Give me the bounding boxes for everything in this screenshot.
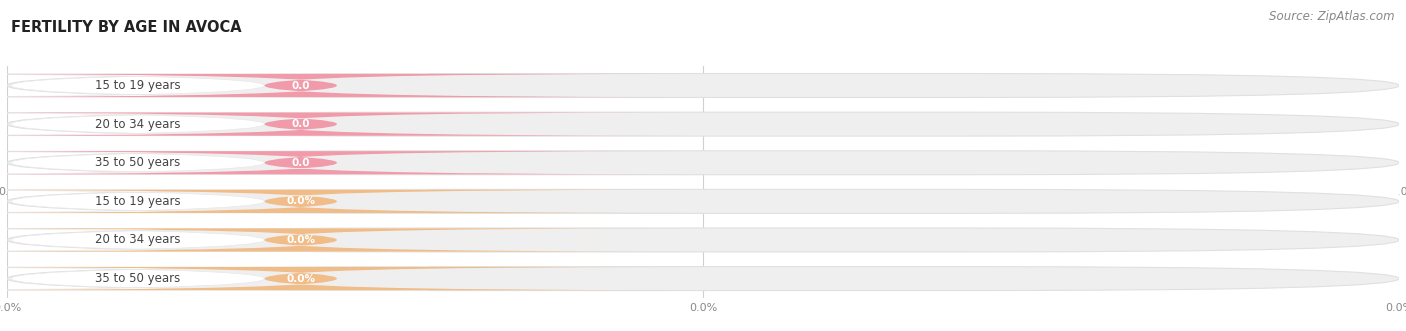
FancyBboxPatch shape [0, 113, 429, 136]
Text: 0.0: 0.0 [291, 158, 309, 168]
Text: FERTILITY BY AGE IN AVOCA: FERTILITY BY AGE IN AVOCA [11, 20, 242, 35]
FancyBboxPatch shape [0, 151, 682, 174]
FancyBboxPatch shape [0, 74, 429, 97]
Text: Source: ZipAtlas.com: Source: ZipAtlas.com [1270, 10, 1395, 23]
Text: 0.0%: 0.0% [287, 235, 315, 245]
Text: 0.0%: 0.0% [287, 274, 315, 284]
Text: 35 to 50 years: 35 to 50 years [96, 156, 180, 169]
Text: 20 to 34 years: 20 to 34 years [96, 233, 180, 247]
FancyBboxPatch shape [7, 189, 1399, 213]
Text: 0.0%: 0.0% [287, 196, 315, 206]
Text: 35 to 50 years: 35 to 50 years [96, 272, 180, 285]
FancyBboxPatch shape [7, 73, 1399, 97]
FancyBboxPatch shape [7, 228, 1399, 252]
FancyBboxPatch shape [0, 190, 429, 213]
FancyBboxPatch shape [0, 228, 429, 252]
FancyBboxPatch shape [0, 151, 429, 174]
Text: 0.0: 0.0 [291, 119, 309, 129]
Text: 20 to 34 years: 20 to 34 years [96, 118, 180, 131]
FancyBboxPatch shape [0, 113, 682, 136]
Text: 15 to 19 years: 15 to 19 years [96, 195, 181, 208]
FancyBboxPatch shape [7, 151, 1399, 175]
Text: 0.0: 0.0 [291, 80, 309, 90]
FancyBboxPatch shape [7, 112, 1399, 136]
Text: 15 to 19 years: 15 to 19 years [96, 79, 181, 92]
FancyBboxPatch shape [0, 267, 429, 290]
FancyBboxPatch shape [7, 267, 1399, 291]
FancyBboxPatch shape [0, 74, 682, 97]
FancyBboxPatch shape [0, 228, 682, 252]
FancyBboxPatch shape [0, 190, 682, 213]
FancyBboxPatch shape [0, 267, 682, 290]
